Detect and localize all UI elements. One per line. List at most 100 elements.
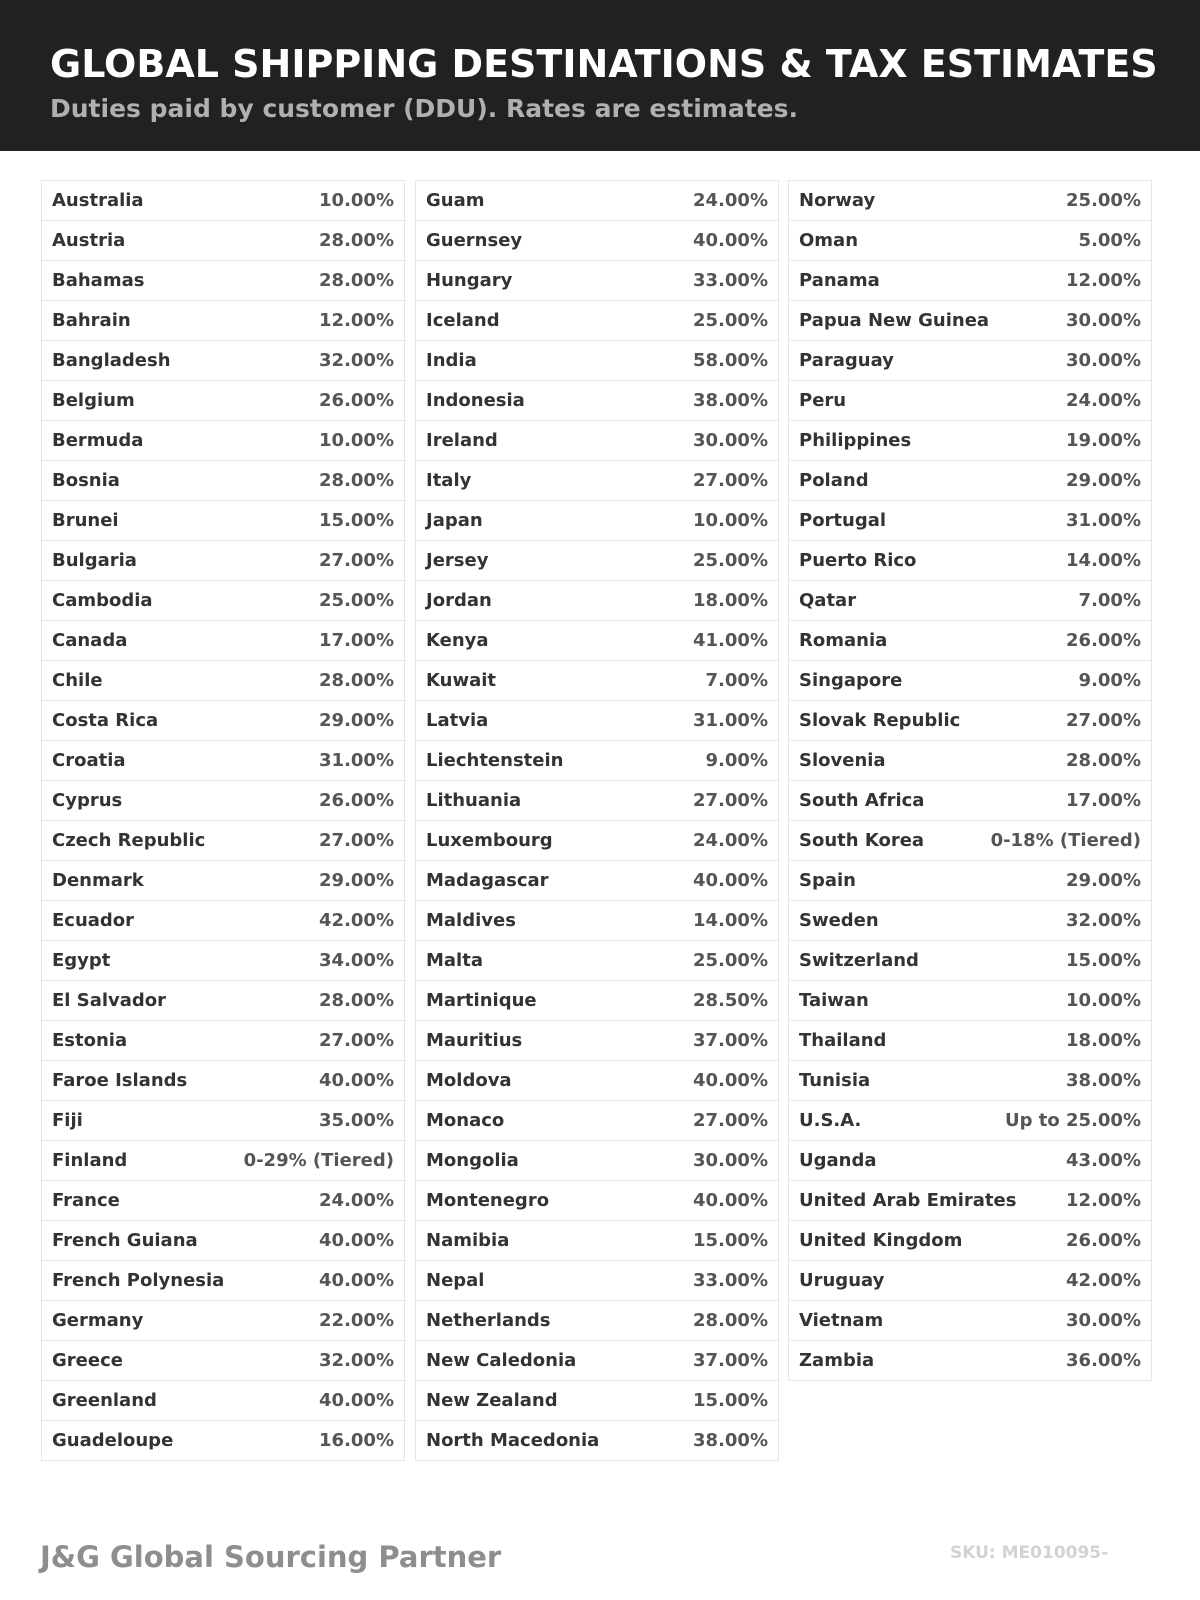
country-name: Estonia [52,1030,128,1051]
table-row: Ecuador 42.00% [42,901,404,941]
country-name: Malta [426,950,483,971]
table-row: Indonesia 38.00% [416,381,778,421]
tax-rate: 32.00% [1066,910,1141,931]
country-name: Lithuania [426,790,522,811]
table-row: North Macedonia 38.00% [416,1421,778,1461]
table-row: Portugal 31.00% [789,501,1151,541]
country-name: Jersey [426,550,489,571]
table-row: Oman 5.00% [789,221,1151,261]
tax-rate: 10.00% [1066,990,1141,1011]
country-name: Bangladesh [52,350,171,371]
table-row: South Korea 0-18% (Tiered) [789,821,1151,861]
country-name: Uruguay [799,1270,885,1291]
country-name: Chile [52,670,103,691]
table-row: Jordan 18.00% [416,581,778,621]
country-name: Greece [52,1350,123,1371]
table-row: Romania 26.00% [789,621,1151,661]
country-name: Fiji [52,1110,83,1131]
tax-rate: 22.00% [319,1310,394,1331]
country-name: South Korea [799,830,925,851]
tax-rate: 40.00% [693,1190,768,1211]
country-name: Portugal [799,510,887,531]
tax-rate: 27.00% [693,1110,768,1131]
tax-rate: 30.00% [693,1150,768,1171]
country-name: Monaco [426,1110,505,1131]
table-row: Philippines 19.00% [789,421,1151,461]
country-name: Cambodia [52,590,153,611]
country-name: Namibia [426,1230,510,1251]
tax-rate: 30.00% [1066,350,1141,371]
table-row: New Caledonia 37.00% [416,1341,778,1381]
country-name: Spain [799,870,856,891]
country-name: Italy [426,470,472,491]
tax-rate: 30.00% [1066,310,1141,331]
country-name: Kuwait [426,670,496,691]
table-row: Guam 24.00% [416,181,778,221]
country-name: Nepal [426,1270,485,1291]
country-name: Qatar [799,590,857,611]
table-row: Belgium 26.00% [42,381,404,421]
country-name: France [52,1190,120,1211]
country-name: Romania [799,630,888,651]
tax-rate: 27.00% [319,830,394,851]
country-name: Norway [799,190,876,211]
tax-rate: 26.00% [319,790,394,811]
table-row: Namibia 15.00% [416,1221,778,1261]
tax-rate: 31.00% [693,710,768,731]
tax-rate: 18.00% [693,590,768,611]
tax-rate: 29.00% [1066,870,1141,891]
table-row: Luxembourg 24.00% [416,821,778,861]
tax-rate: 40.00% [319,1230,394,1251]
tax-rate: 9.00% [705,750,768,771]
tax-rate: 14.00% [693,910,768,931]
tax-rate: 32.00% [319,350,394,371]
tax-rate: 7.00% [705,670,768,691]
country-name: New Zealand [426,1390,558,1411]
tax-rate: 12.00% [1066,1190,1141,1211]
country-name: Philippines [799,430,912,451]
tax-rate: 31.00% [1066,510,1141,531]
country-name: Denmark [52,870,144,891]
country-name: Madagascar [426,870,549,891]
country-name: Sweden [799,910,879,931]
country-name: Bosnia [52,470,120,491]
table-row: Kenya 41.00% [416,621,778,661]
table-row: Netherlands 28.00% [416,1301,778,1341]
country-name: French Guiana [52,1230,198,1251]
country-name: Bermuda [52,430,144,451]
table-row: France 24.00% [42,1181,404,1221]
table-row: Czech Republic 27.00% [42,821,404,861]
country-name: Guernsey [426,230,523,251]
table-row: Slovak Republic 27.00% [789,701,1151,741]
country-name: Zambia [799,1350,875,1371]
country-name: Bahamas [52,270,145,291]
table-row: U.S.A. Up to 25.00% [789,1101,1151,1141]
country-name: Cyprus [52,790,123,811]
tax-rate: 16.00% [319,1430,394,1451]
table-row: Bermuda 10.00% [42,421,404,461]
country-name: Austria [52,230,126,251]
country-name: Poland [799,470,869,491]
country-name: Hungary [426,270,513,291]
tax-rate: 38.00% [693,1430,768,1451]
table-row: Bahamas 28.00% [42,261,404,301]
tax-rate: 28.00% [319,470,394,491]
country-name: Greenland [52,1390,157,1411]
table-row: Iceland 25.00% [416,301,778,341]
tax-rate: 32.00% [319,1350,394,1371]
brand-name: J&G Global Sourcing Partner [40,1540,502,1574]
tax-rate: 33.00% [693,1270,768,1291]
country-name: Mauritius [426,1030,523,1051]
table-row: French Guiana 40.00% [42,1221,404,1261]
table-row: Nepal 33.00% [416,1261,778,1301]
tax-rate: 40.00% [319,1270,394,1291]
tax-rate: 27.00% [319,1030,394,1051]
tax-rate: 42.00% [1066,1270,1141,1291]
table-row: Australia 10.00% [42,181,404,221]
table-row: Sweden 32.00% [789,901,1151,941]
tax-rate: 17.00% [1066,790,1141,811]
country-name: Taiwan [799,990,869,1011]
tax-rate: 38.00% [1066,1070,1141,1091]
country-name: Kenya [426,630,489,651]
country-name: Mongolia [426,1150,519,1171]
